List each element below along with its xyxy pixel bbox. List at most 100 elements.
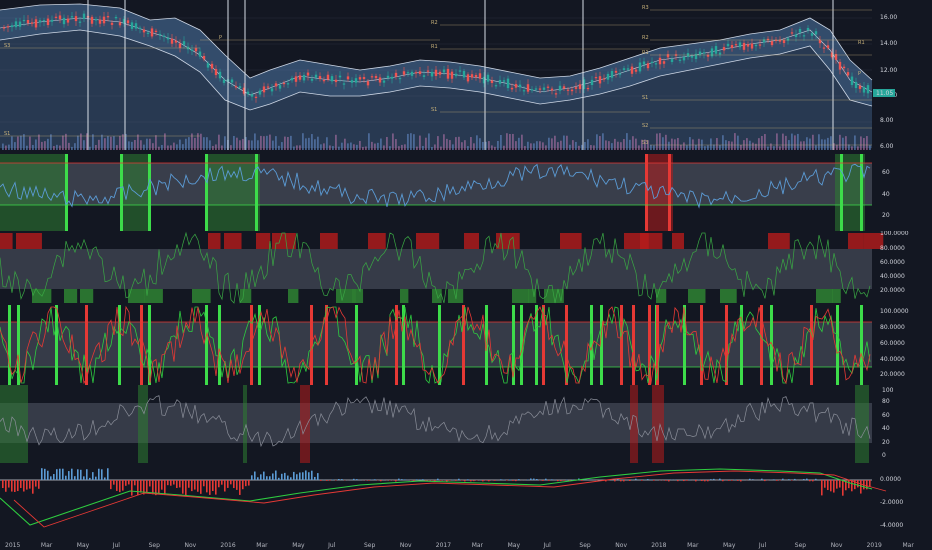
candle-body (654, 63, 658, 65)
volume-bar (524, 146, 526, 150)
volume-bar (398, 146, 400, 150)
stoch-signal-bar (683, 305, 686, 385)
candle-body (498, 79, 502, 84)
macd-histogram-bar (104, 477, 106, 480)
volume-bar (185, 138, 187, 150)
candle-body (422, 75, 426, 77)
candle-body (94, 19, 98, 21)
macd-chart[interactable]: 0.0000 -2.0000 -4.0000 (0, 463, 932, 538)
volume-bar (734, 133, 736, 150)
candle-body (738, 42, 742, 48)
macd-pane[interactable]: 0.0000 -2.0000 -4.0000 (0, 463, 932, 538)
rsi-signal-bar (205, 154, 208, 231)
stoch-chart[interactable]: 100.0000 80.0000 60.0000 40.0000 20.0000 (0, 305, 932, 385)
candle-body (786, 38, 790, 41)
candle-body (534, 88, 538, 90)
rsi-axis-label: 20 (882, 212, 890, 219)
candle-body (190, 49, 194, 51)
volume-bar (230, 145, 232, 150)
macd-histogram-bar (512, 480, 514, 481)
candle-body (494, 85, 498, 87)
volume-bar (125, 133, 127, 150)
macd-histogram-bar (194, 480, 196, 490)
volume-bar (371, 141, 373, 150)
oscillator-chart[interactable]: 100 80 60 40 20 0 (0, 385, 932, 463)
macd-histogram-bar (839, 480, 841, 488)
volume-bar (44, 141, 46, 150)
candle-body (38, 20, 42, 23)
volume-bar (290, 135, 292, 150)
candle-body (302, 74, 306, 81)
macd-histogram-bar (401, 479, 403, 480)
candle-body (162, 35, 166, 37)
candle-body (158, 33, 162, 36)
price-pane[interactable]: S3 P R2 R1 R3 R2 R1 S1 S2 S3 S1 S1 R1 P 16.00 14.00 12.0… (0, 0, 932, 154)
rsi-chart[interactable]: 60 40 20 (0, 154, 932, 231)
candle-body (862, 86, 866, 93)
candle-body (590, 79, 594, 85)
volume-bar (218, 134, 220, 150)
stoch-signal-bar (85, 305, 88, 385)
stoch-pane[interactable]: 100.0000 80.0000 60.0000 40.0000 20.0000 (0, 305, 932, 385)
oscillator-pane[interactable]: 100 80 60 40 20 0 (0, 385, 932, 463)
candle-body (642, 61, 646, 65)
candle-body (102, 16, 106, 24)
macd-histogram-bar (143, 480, 145, 495)
stochrsi-oversold-block (64, 289, 78, 303)
volume-bar (722, 135, 724, 150)
pivot-label: S2 (642, 123, 648, 129)
time-axis-label: 2018 (651, 542, 666, 549)
price-chart[interactable]: S3 P R2 R1 R3 R2 R1 S1 S2 S3 S1 S1 R1 P 16.00 14.00 12.0… (0, 0, 932, 154)
rsi-signal-bar (120, 154, 123, 231)
candle-body (246, 91, 250, 95)
stochrsi-axis-label: 20.0000 (880, 287, 905, 294)
macd-histogram-bar (470, 480, 472, 482)
volume-bar (272, 140, 274, 150)
volume-bar (425, 137, 427, 150)
oscillator-overbought-zone (300, 385, 310, 463)
time-axis-label: Jul (327, 542, 336, 549)
macd-histogram-bar (53, 474, 55, 480)
candle-body (74, 16, 78, 22)
macd-histogram-bar (206, 480, 208, 493)
macd-histogram-bar (14, 480, 16, 492)
candle-body (14, 21, 18, 28)
candle-body (126, 20, 130, 24)
time-axis-label: May (723, 542, 736, 549)
macd-histogram-bar (581, 480, 583, 481)
time-axis[interactable]: 2015 Mar May Jul Sep Nov 2016 Mar May Jul Sep Nov 20… (0, 538, 932, 550)
volume-bar (512, 133, 514, 150)
macd-axis-label: -4.0000 (880, 522, 903, 529)
volume-bar (365, 146, 367, 150)
macd-axis-label: 0.0000 (880, 476, 901, 483)
volume-bar (74, 143, 76, 150)
stochrsi-pane[interactable]: 100.0000 80.0000 60.0000 40.0000 20.0000 (0, 231, 932, 305)
candle-body (378, 77, 382, 83)
volume-bar (329, 145, 331, 150)
candle-body (818, 39, 822, 44)
candle-body (690, 55, 694, 58)
volume-bar (482, 141, 484, 150)
macd-histogram-bar (89, 477, 91, 480)
candle-body (194, 48, 198, 52)
stochrsi-band (0, 249, 872, 289)
time-axis-label: Sep (149, 542, 161, 549)
volume-bar (488, 141, 490, 150)
candle-body (522, 90, 526, 92)
candle-body (598, 76, 602, 84)
candle-body (646, 63, 650, 69)
volume-bar (263, 136, 265, 150)
macd-histogram-bar (704, 480, 706, 482)
candle-body (742, 42, 746, 50)
candle-body (854, 81, 858, 89)
macd-histogram-bar (158, 480, 160, 495)
macd-histogram-bar (338, 479, 340, 480)
candle-body (698, 51, 702, 56)
stochrsi-chart[interactable]: 100.0000 80.0000 60.0000 40.0000 20.0000 (0, 231, 932, 305)
candle-body (634, 69, 638, 72)
rsi-pane[interactable]: 60 40 20 (0, 154, 932, 231)
pivot-label: S3 (4, 43, 10, 49)
candle-body (542, 87, 546, 90)
candle-body (206, 63, 210, 68)
candle-body (106, 16, 110, 18)
